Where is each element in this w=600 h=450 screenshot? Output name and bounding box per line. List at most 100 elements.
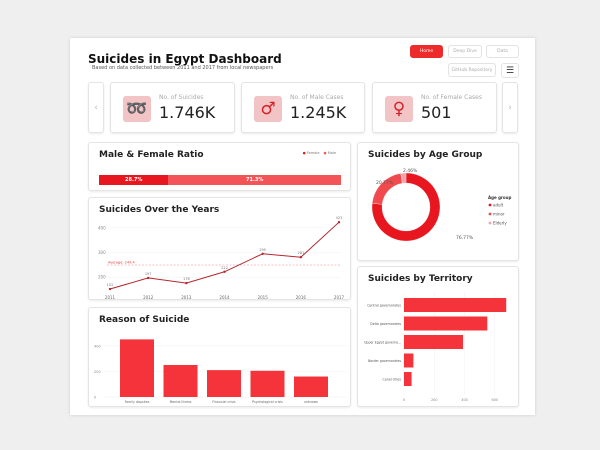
y-tick-label: Border governorates: [368, 359, 401, 363]
chevron-left-icon: ‹: [94, 102, 98, 113]
x-tick-label: 600: [492, 398, 499, 402]
territory-bar-chart: 0 200 400 600 Central governorates Delta gove…: [364, 291, 507, 402]
x-tick-label: 0: [403, 398, 405, 402]
y-tick-label: Upper Egypt governo...: [364, 341, 401, 345]
years-card: Suicides Over the Years 200 300 400 Average…: [88, 197, 351, 300]
donut-slice: [371, 172, 441, 242]
y-tick-label: 200: [98, 275, 106, 280]
x-tick-label: 2016: [296, 295, 307, 300]
bar: [207, 370, 241, 397]
card-title: Reason of Suicide: [99, 315, 190, 325]
data-label: 295: [259, 248, 266, 252]
x-tick-label: Financial crisis: [212, 400, 235, 404]
x-tick-label: 2015: [258, 295, 269, 300]
slice-label: 20.77%: [376, 180, 394, 186]
legend-marker: [488, 212, 492, 216]
kpi-card-male: ♂ No. of Male Cases 1.245K: [241, 82, 365, 133]
kpi-label: No. of Female Cases: [421, 94, 482, 101]
male-icon: ♂: [254, 96, 282, 122]
noose-icon: ➿: [123, 96, 151, 122]
y-tick-label: Delta governorates: [370, 322, 401, 326]
kpi-label: No. of Suicides: [159, 94, 204, 101]
female-icon: ♀: [385, 96, 413, 122]
kpi-value: 1.746K: [159, 103, 216, 122]
y-tick-label: 0: [94, 396, 96, 400]
age-donut-chart: 76.77% 20.77% 2.46% Age group adult minor Elde…: [371, 168, 511, 242]
data-button[interactable]: Data: [486, 45, 519, 58]
bar: [404, 353, 414, 368]
data-point: [108, 287, 112, 291]
x-tick-label: 400: [461, 398, 468, 402]
dashboard-panel: Suicides in Egypt Dashboard Based on dat…: [70, 38, 535, 415]
y-tick-label: 200: [94, 370, 101, 374]
deep-dive-button[interactable]: Deep Dive: [448, 45, 482, 58]
legend-title: Age group: [488, 195, 511, 200]
kpi-next-button[interactable]: ›: [502, 82, 518, 133]
reason-card: Reason of Suicide 0 200 400 Family disputes…: [88, 307, 351, 407]
page-title: Suicides in Egypt Dashboard: [88, 52, 282, 66]
bar: [120, 339, 154, 397]
ratio-legend: ● Female ● Male: [303, 151, 336, 155]
home-button[interactable]: Home: [410, 45, 443, 58]
legend-item: Elderly: [493, 221, 507, 226]
page-subtitle: Based on data collected between 2011 and…: [92, 65, 274, 71]
kpi-value: 1.245K: [290, 103, 347, 122]
y-tick-label: 300: [98, 250, 106, 255]
card-title: Male & Female Ratio: [99, 150, 204, 160]
x-tick-label: 2011: [105, 295, 116, 300]
kpi-card-suicides: ➿ No. of Suicides 1.746K: [110, 82, 235, 133]
male-segment[interactable]: 71.3%: [168, 175, 341, 185]
card-title: Suicides Over the Years: [99, 205, 220, 215]
legend-item: adult: [493, 203, 504, 208]
slice-label: 76.77%: [456, 235, 474, 241]
data-point: [261, 252, 264, 255]
y-tick-label: Central governorates: [367, 304, 401, 308]
x-tick-label: 2012: [143, 295, 154, 300]
legend-marker: [488, 221, 492, 225]
data-point: [185, 281, 188, 285]
years-line-chart: 200 300 400 Average: 249.4 152 2011 197 2012 176…: [98, 216, 345, 300]
bar: [163, 365, 198, 397]
x-tick-label: 2013: [181, 295, 192, 300]
y-tick-label: Canal cities: [383, 378, 402, 382]
data-point: [223, 270, 226, 273]
filter-icon[interactable]: ☰: [501, 63, 519, 78]
x-tick-label: Family disputes: [125, 400, 150, 404]
territory-card: Suicides by Territory 0 200 400 600 Central …: [357, 266, 519, 407]
x-tick-label: Mental illness: [170, 400, 192, 404]
kpi-card-female: ♀ No. of Female Cases 501: [372, 82, 497, 133]
bar: [404, 298, 507, 312]
data-label: 197: [145, 272, 152, 276]
x-tick-label: 2017: [334, 295, 345, 300]
github-repository-button[interactable]: GitHub Repository: [448, 63, 496, 77]
bar: [404, 335, 464, 349]
y-tick-label: 400: [94, 344, 101, 348]
reason-bar-chart: 0 200 400 Family disputes Mental illness Fina…: [94, 339, 347, 404]
data-label: 176: [183, 277, 190, 281]
bar: [404, 372, 412, 386]
chevron-right-icon: ›: [508, 102, 512, 113]
slice-label: 2.46%: [403, 168, 418, 174]
bar: [404, 316, 488, 331]
female-segment[interactable]: 28.7%: [99, 175, 169, 185]
x-tick-label: 2014: [219, 295, 230, 300]
series-line: [109, 221, 340, 290]
legend-item: minor: [493, 212, 505, 217]
legend-female: ● Female: [302, 151, 320, 155]
bar: [250, 370, 285, 397]
y-tick-label: 400: [98, 225, 106, 230]
ratio-bar: 28.7% 71.3%: [99, 175, 341, 185]
legend-marker: [488, 203, 492, 207]
average-label: Average: 249.4: [108, 261, 135, 265]
data-point: [299, 256, 303, 259]
x-tick-label: unknown: [304, 400, 318, 404]
kpi-value: 501: [421, 103, 452, 122]
data-label: 152: [107, 283, 114, 287]
x-tick-label: Psychological crisis: [252, 400, 283, 404]
ratio-card: Male & Female Ratio ● Female ● Male 28.7…: [88, 142, 351, 191]
kpi-label: No. of Male Cases: [290, 94, 344, 101]
donut-slice: [372, 173, 403, 205]
kpi-prev-button[interactable]: ‹: [88, 82, 104, 133]
x-tick-label: 200: [431, 398, 438, 402]
data-point: [146, 276, 150, 280]
